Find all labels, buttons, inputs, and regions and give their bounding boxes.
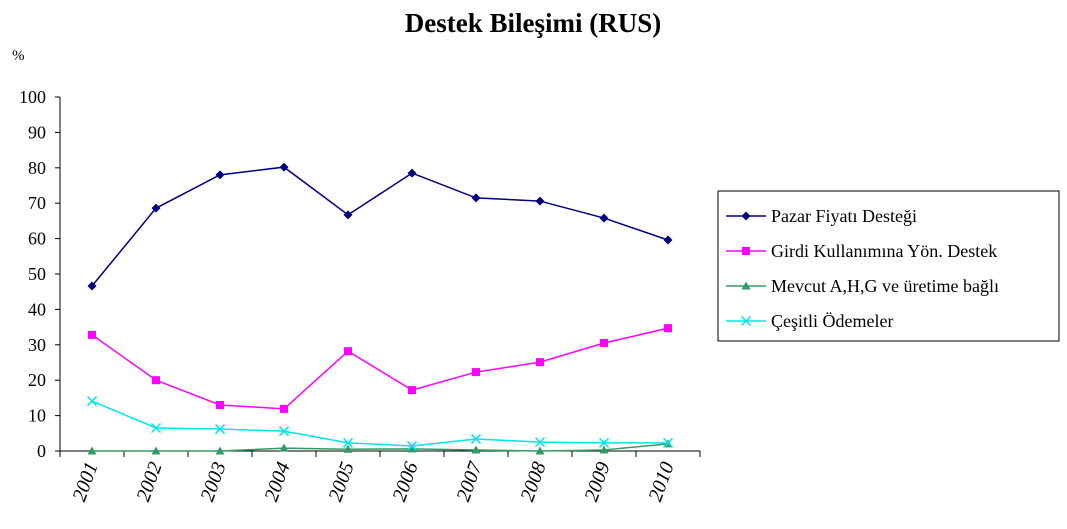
marker — [408, 386, 416, 395]
x-tick-label: 2010 — [644, 459, 678, 504]
y-tick-label: 40 — [28, 299, 46, 319]
marker — [471, 193, 481, 203]
marker — [535, 196, 545, 206]
series-line — [91, 166, 669, 287]
series-line — [92, 443, 669, 452]
marker — [214, 424, 226, 435]
legend-label: Pazar Fiyatı Desteği — [771, 206, 917, 226]
marker — [741, 281, 751, 290]
y-tick-label: 10 — [28, 406, 46, 426]
marker — [280, 404, 288, 413]
x-tick-label: 2007 — [452, 458, 487, 504]
marker — [470, 433, 482, 444]
marker — [342, 437, 354, 448]
marker — [535, 446, 545, 455]
marker — [152, 376, 160, 385]
x-tick-label: 2001 — [68, 459, 102, 504]
legend-label: Mevcut A,H,G ve üretime bağlı — [771, 276, 999, 296]
marker — [740, 315, 752, 327]
marker — [88, 330, 96, 339]
marker — [472, 368, 480, 377]
legend-label: Girdi Kullanımına Yön. Destek — [771, 241, 997, 261]
marker — [343, 210, 353, 220]
x-tick-label: 2002 — [132, 459, 166, 504]
series-line — [91, 327, 669, 410]
y-tick-label: 50 — [28, 264, 46, 284]
marker — [151, 446, 161, 455]
marker — [471, 445, 481, 454]
marker — [407, 168, 417, 178]
x-tick-label: 2006 — [388, 459, 422, 504]
y-tick-label: 20 — [28, 370, 46, 390]
marker — [598, 437, 610, 448]
x-tick-label: 2008 — [516, 459, 550, 504]
marker — [599, 213, 609, 223]
chart-title: Destek Bileşimi (RUS) — [405, 8, 661, 38]
x-tick-label: 2003 — [196, 459, 230, 504]
y-axis-label: % — [12, 48, 25, 64]
marker — [742, 247, 750, 255]
marker — [87, 281, 97, 291]
marker — [406, 441, 418, 452]
marker — [664, 324, 672, 333]
x-tick-label: 2009 — [580, 459, 614, 504]
marker — [536, 358, 544, 367]
y-tick-label: 60 — [28, 229, 46, 249]
x-tick-label: 2005 — [324, 459, 358, 504]
marker — [600, 339, 608, 348]
marker — [741, 211, 751, 221]
marker — [534, 437, 546, 448]
y-tick-label: 90 — [28, 122, 46, 142]
marker — [216, 400, 224, 409]
marker — [279, 162, 289, 172]
legend-label: Çeşitli Ödemeler — [771, 311, 893, 331]
y-tick-label: 80 — [28, 158, 46, 178]
y-tick-label: 30 — [28, 335, 46, 355]
marker — [407, 444, 417, 453]
marker — [279, 443, 289, 452]
marker — [663, 235, 673, 245]
y-tick-label: 70 — [28, 193, 46, 213]
y-tick-label: 0 — [37, 441, 46, 461]
marker — [278, 426, 290, 437]
series-line — [91, 400, 668, 447]
marker — [215, 446, 225, 455]
x-tick-label: 2004 — [260, 459, 294, 504]
marker — [215, 170, 225, 180]
legend-box — [717, 190, 1060, 342]
marker — [86, 396, 98, 407]
marker — [151, 203, 161, 213]
marker — [87, 446, 97, 455]
marker — [599, 445, 609, 454]
y-tick-label: 100 — [19, 87, 46, 107]
marker — [344, 347, 352, 356]
marker — [343, 444, 353, 453]
marker — [150, 422, 162, 434]
marker — [662, 437, 674, 448]
